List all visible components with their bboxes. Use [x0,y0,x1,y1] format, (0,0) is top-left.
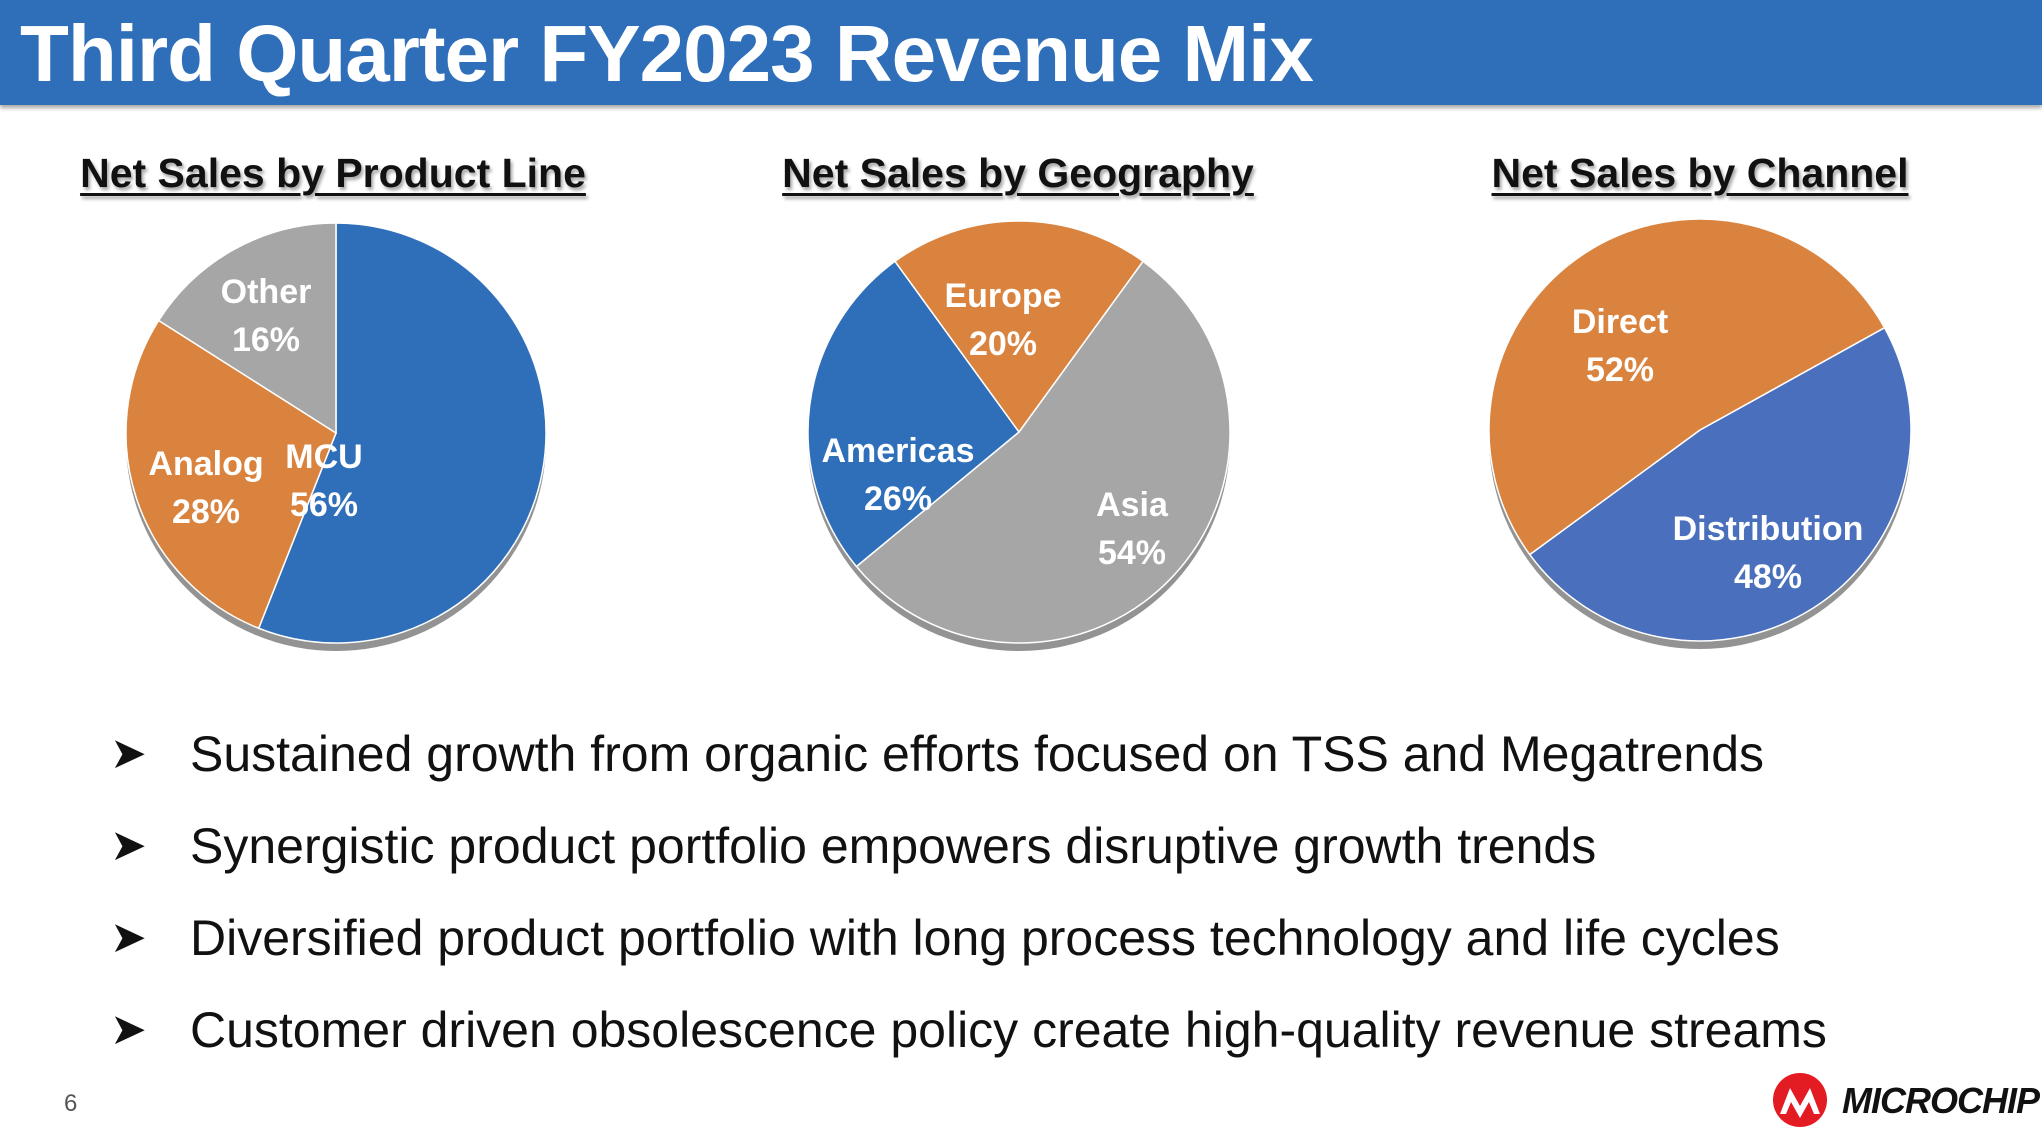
pie-slice-europe [893,220,1145,434]
microchip-logo: MICROCHIP [1772,1072,2040,1128]
arrow-bullet-icon: ➤ [110,1005,147,1054]
pie-slice-other [157,222,337,435]
title-bar: Third Quarter FY2023 Revenue Mix [0,0,2042,105]
arrow-bullet-icon: ➤ [110,913,147,962]
slice-label-europe: Europe [944,277,1061,315]
bullet-item: ➤ Customer driven obsolescence policy cr… [110,984,1970,1076]
bullet-text: Sustained growth from organic efforts fo… [190,726,1765,782]
bullet-text: Diversified product portfolio with long … [190,910,1780,966]
bullet-item: ➤ Sustained growth from organic efforts … [110,708,1970,800]
slice-label-mcu: MCU [285,438,362,476]
chart-title-geography: Net Sales by Geography [782,150,1254,196]
pie-slice-distribution [1528,326,1912,642]
chart-title-product-line: Net Sales by Product Line [80,150,586,196]
slice-label-other: Other [221,273,312,311]
slice-value-europe: 20% [969,325,1037,363]
microchip-logo-icon [1773,1073,1827,1127]
pie-chart-product-line: MCU 56% Analog 28% Other 16% [125,222,547,651]
bullet-text: Synergistic product portfolio empowers d… [190,818,1597,874]
bullet-item: ➤ Diversified product portfolio with lon… [110,892,1970,984]
slice-label-asia: Asia [1096,486,1169,524]
slice-value-americas: 26% [864,480,932,518]
page-number: 6 [64,1090,78,1117]
slide-title: Third Quarter FY2023 Revenue Mix [20,9,1314,98]
logo-wordmark: MICROCHIP [1842,1080,2040,1121]
pie-chart-channel: Distribution 48% Direct 52% [1488,218,1912,649]
slice-label-analog: Analog [148,445,263,483]
bullet-text: Customer driven obsolescence policy crea… [190,1002,1827,1058]
slice-value-asia: 54% [1098,534,1166,572]
pie-slice-americas [807,260,1021,568]
pie-slice-direct [1488,218,1886,556]
arrow-bullet-icon: ➤ [110,821,147,870]
slice-value-distribution: 48% [1734,558,1802,596]
pie-slice-mcu [257,222,547,644]
bullet-list: ➤ Sustained growth from organic efforts … [110,708,1970,1076]
pie-chart-geography: Asia 54% Americas 26% Europe 20% [807,220,1231,651]
chart-title-channel: Net Sales by Channel [1491,150,1909,196]
slice-value-mcu: 56% [290,486,358,524]
pie-slice-analog [125,319,337,630]
slice-label-direct: Direct [1572,303,1668,341]
slice-label-distribution: Distribution [1673,510,1864,548]
pie-slice-asia [855,260,1231,644]
slice-value-direct: 52% [1586,351,1654,389]
bullet-item: ➤ Synergistic product portfolio empowers… [110,800,1970,892]
slice-value-other: 16% [232,321,300,359]
slice-label-americas: Americas [821,432,974,470]
slice-value-analog: 28% [172,493,240,531]
arrow-bullet-icon: ➤ [110,729,147,778]
